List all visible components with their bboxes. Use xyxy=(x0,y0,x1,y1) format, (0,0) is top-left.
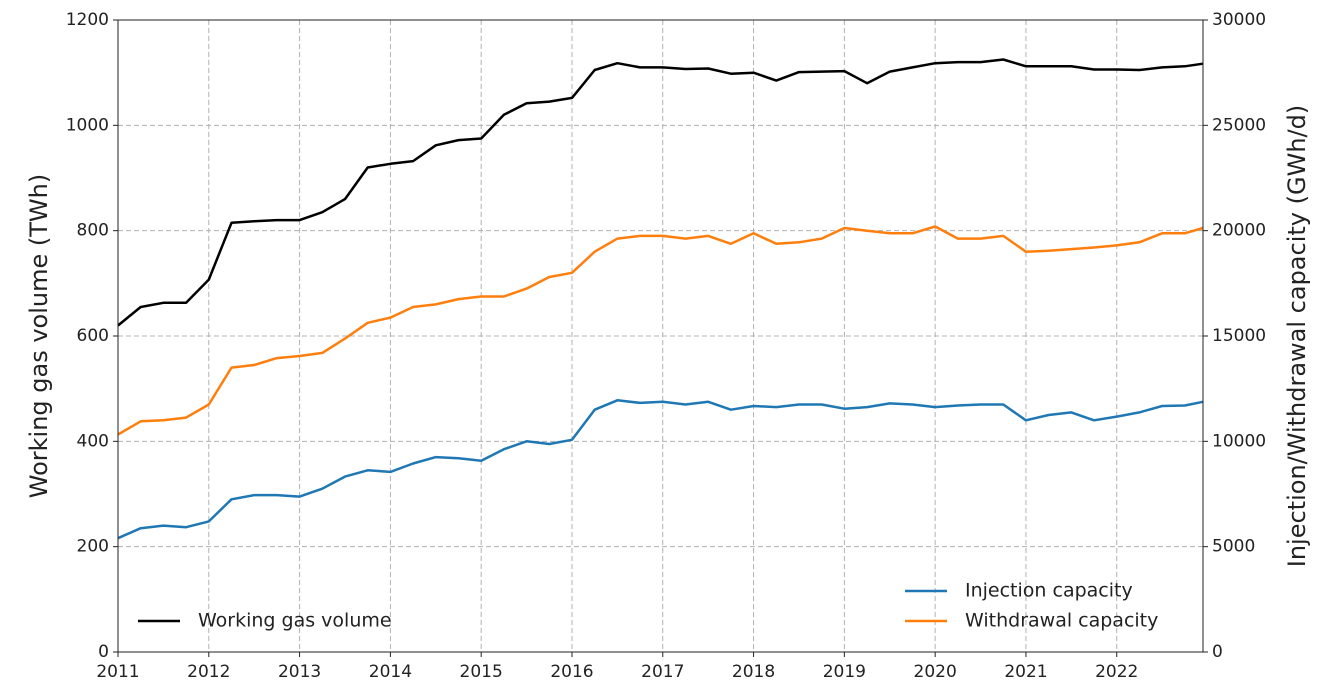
legend-label: Injection capacity xyxy=(965,580,1133,602)
y-tick-label: 200 xyxy=(77,537,109,557)
y2-tick-label: 25000 xyxy=(1212,115,1266,135)
y2-tick-label: 15000 xyxy=(1212,326,1266,346)
x-tick-label: 2013 xyxy=(278,662,321,682)
y2-tick-label: 5000 xyxy=(1212,537,1255,557)
x-tick-label: 2022 xyxy=(1095,662,1138,682)
y2-axis-label: Injection/Withdrawal capacity (GWh/d) xyxy=(1283,105,1311,567)
y2-tick-label: 10000 xyxy=(1212,431,1266,451)
y-tick-label: 1200 xyxy=(66,10,109,30)
data-line xyxy=(117,225,1204,436)
x-tick-label: 2020 xyxy=(914,662,957,682)
data-line xyxy=(117,58,1204,327)
y-tick-label: 600 xyxy=(77,326,109,346)
x-tick-label: 2017 xyxy=(641,662,684,682)
x-tick-label: 2015 xyxy=(460,662,503,682)
y-tick-label: 1000 xyxy=(66,115,109,135)
y-tick-label: 800 xyxy=(77,221,109,241)
plot-frame xyxy=(117,19,1204,653)
x-tick-label: 2021 xyxy=(1004,662,1047,682)
legend-label: Working gas volume xyxy=(198,610,392,632)
y-axis-label: Working gas volume (TWh) xyxy=(25,174,53,498)
y2-tick-label: 30000 xyxy=(1212,10,1266,30)
x-tick-label: 2014 xyxy=(369,662,412,682)
y2-tick-label: 0 xyxy=(1212,642,1223,662)
y-tick-label: 400 xyxy=(77,431,109,451)
y2-tick-label: 20000 xyxy=(1212,221,1266,241)
x-tick-label: 2018 xyxy=(732,662,775,682)
x-tick-label: 2016 xyxy=(550,662,593,682)
x-tick-label: 2019 xyxy=(823,662,866,682)
y-tick-label: 0 xyxy=(98,642,109,662)
x-tick-label: 2011 xyxy=(96,662,139,682)
legend-label: Withdrawal capacity xyxy=(965,610,1158,632)
x-tick-label: 2012 xyxy=(187,662,230,682)
data-line xyxy=(117,399,1204,540)
